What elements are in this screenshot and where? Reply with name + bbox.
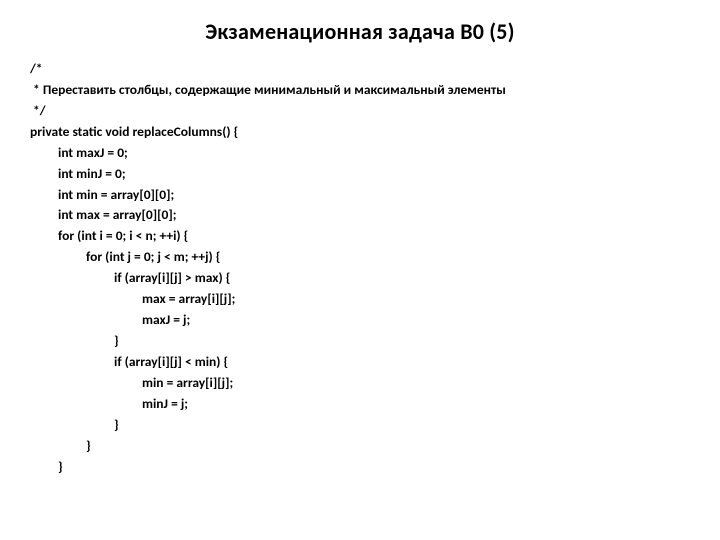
slide-title: Экзаменационная задача B0 (5) (30, 18, 690, 45)
code-line: maxJ = j; (30, 310, 690, 331)
code-line: int maxJ = 0; (30, 143, 690, 164)
code-line: /* (30, 59, 690, 80)
code-line: int minJ = 0; (30, 164, 690, 185)
code-line: } (30, 436, 690, 457)
code-line: for (int j = 0; j < m; ++j) { (30, 247, 690, 268)
code-line: int max = array[0][0]; (30, 205, 690, 226)
code-line: max = array[i][j]; (30, 289, 690, 310)
code-line: if (array[i][j] < min) { (30, 352, 690, 373)
code-block: /* * Переставить столбцы, содержащие мин… (30, 59, 690, 477)
code-line: */ (30, 101, 690, 122)
code-line: } (30, 415, 690, 436)
code-line: private static void replaceColumns() { (30, 122, 690, 143)
code-line: min = array[i][j]; (30, 373, 690, 394)
code-line: for (int i = 0; i < n; ++i) { (30, 226, 690, 247)
code-line: } (30, 331, 690, 352)
code-line: int min = array[0][0]; (30, 185, 690, 206)
code-line: if (array[i][j] > max) { (30, 268, 690, 289)
code-line: } (30, 457, 690, 478)
code-line: * Переставить столбцы, содержащие минима… (30, 80, 690, 101)
slide: Экзаменационная задача B0 (5) /* * Перес… (0, 0, 720, 540)
code-line: minJ = j; (30, 394, 690, 415)
